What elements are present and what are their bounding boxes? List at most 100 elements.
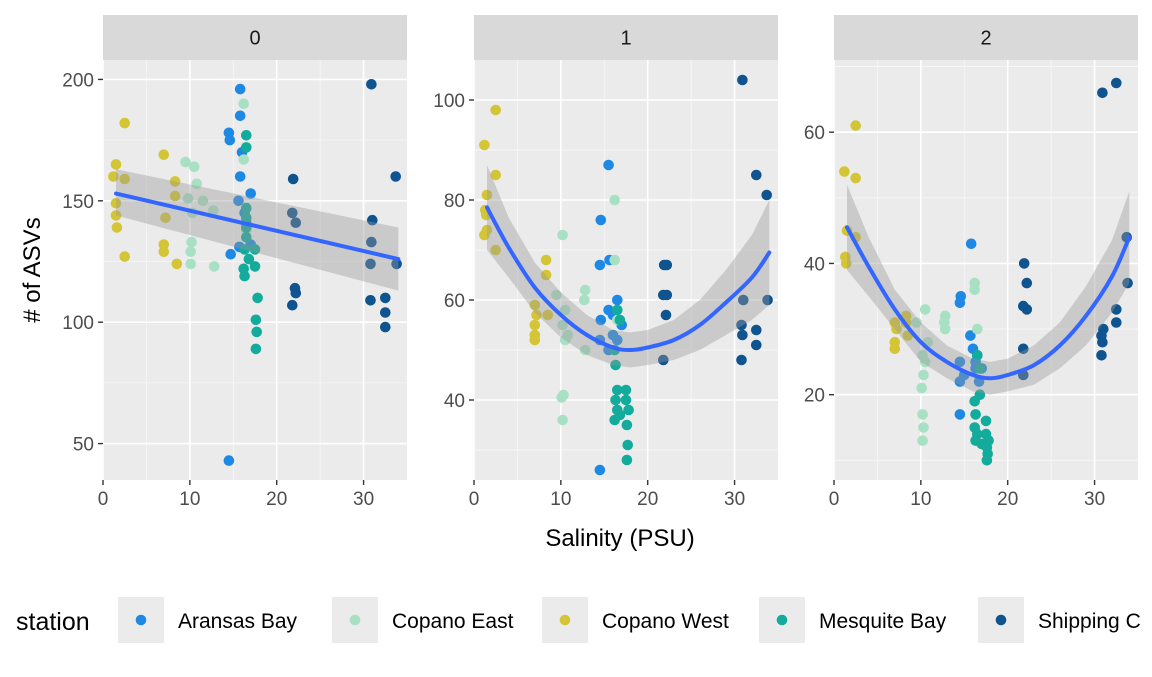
- data-point: [969, 284, 980, 296]
- data-point: [531, 309, 542, 321]
- data-point: [620, 384, 632, 396]
- data-point: [974, 389, 986, 401]
- data-point: [366, 79, 377, 90]
- data-point: [186, 236, 197, 248]
- legend-title: station: [16, 608, 90, 636]
- data-point: [969, 422, 980, 433]
- data-point: [224, 134, 236, 146]
- data-point: [158, 149, 170, 160]
- facet-strip: [474, 15, 778, 60]
- data-point: [169, 176, 181, 187]
- y-tick-label: 60: [804, 123, 825, 144]
- trend-line: [114, 191, 401, 262]
- data-point: [839, 166, 850, 177]
- data-point: [917, 409, 928, 420]
- data-point: [751, 169, 762, 181]
- data-point: [661, 259, 673, 271]
- data-point: [737, 74, 748, 86]
- facet-strip-label: 2: [980, 28, 991, 50]
- data-point: [919, 356, 931, 368]
- data-point: [529, 334, 541, 346]
- data-point: [1021, 304, 1033, 315]
- data-point: [171, 258, 183, 270]
- x-tick-label: 0: [469, 489, 480, 510]
- legend-label: Aransas Bay: [178, 610, 298, 633]
- legend-label: Copano East: [392, 610, 514, 633]
- data-point: [245, 188, 256, 199]
- data-point: [542, 309, 554, 321]
- x-tick-label: 0: [829, 489, 840, 510]
- data-point: [612, 294, 623, 306]
- data-point: [365, 258, 376, 270]
- data-point: [188, 161, 200, 173]
- data-point: [160, 212, 171, 224]
- legend-label: Shipping C: [1038, 610, 1141, 633]
- data-point: [1021, 277, 1033, 289]
- data-point: [612, 384, 623, 396]
- data-point: [234, 83, 246, 95]
- data-point: [594, 259, 606, 271]
- data-point: [110, 210, 122, 221]
- data-point: [249, 244, 261, 255]
- data-point: [954, 409, 966, 420]
- y-tick-label: 80: [444, 191, 465, 212]
- trend-line: [485, 205, 772, 353]
- y-tick-label: 200: [62, 70, 94, 91]
- data-point: [610, 394, 621, 406]
- data-point: [891, 323, 902, 335]
- data-point: [380, 292, 391, 304]
- data-point: [239, 270, 250, 282]
- data-point: [551, 289, 562, 301]
- data-point: [180, 156, 191, 168]
- legend-key-copano-west: [559, 614, 571, 626]
- data-point: [594, 464, 606, 476]
- data-point: [610, 359, 621, 371]
- data-point: [660, 309, 672, 321]
- data-point: [736, 354, 747, 366]
- data-point: [380, 307, 391, 318]
- data-point: [918, 422, 929, 433]
- x-tick-label: 20: [637, 489, 658, 510]
- data-point: [612, 304, 623, 316]
- data-point: [658, 354, 669, 366]
- data-point: [250, 314, 262, 326]
- data-point: [609, 254, 620, 266]
- data-point: [185, 246, 196, 258]
- data-point: [1111, 317, 1122, 328]
- data-point: [911, 317, 922, 328]
- data-point: [761, 189, 772, 201]
- y-axis-title: # of ASVs: [19, 217, 46, 322]
- trend-confidence-band: [116, 169, 399, 291]
- legend-item: Aransas Bay: [118, 597, 298, 643]
- legend-key-aransas-bay: [135, 614, 147, 626]
- data-point: [751, 324, 762, 336]
- x-tick-label: 0: [98, 489, 109, 510]
- data-point: [241, 212, 252, 224]
- data-point: [233, 195, 244, 207]
- trend-confidence-band: [847, 184, 1130, 395]
- data-point: [169, 190, 181, 202]
- data-point: [559, 334, 571, 346]
- y-tick-label: 40: [804, 254, 825, 275]
- plot-panel-background: [834, 60, 1138, 480]
- y-tick-label: 150: [62, 192, 94, 213]
- legend-item: Copano East: [332, 597, 514, 643]
- data-point: [390, 171, 402, 182]
- y-tick-label: 40: [444, 391, 465, 412]
- data-point: [850, 172, 861, 184]
- data-point: [249, 261, 261, 272]
- data-point: [965, 238, 977, 250]
- data-point: [738, 294, 749, 306]
- data-point: [1097, 336, 1108, 348]
- data-point: [970, 409, 981, 420]
- data-point: [939, 323, 951, 335]
- x-tick-label: 10: [179, 489, 200, 510]
- y-tick-label: 20: [804, 386, 825, 407]
- data-point: [238, 154, 249, 165]
- data-point: [840, 258, 852, 269]
- data-point: [529, 299, 541, 311]
- data-point: [1018, 258, 1030, 269]
- data-point: [1096, 350, 1107, 361]
- data-point: [234, 171, 246, 182]
- data-point: [185, 258, 196, 270]
